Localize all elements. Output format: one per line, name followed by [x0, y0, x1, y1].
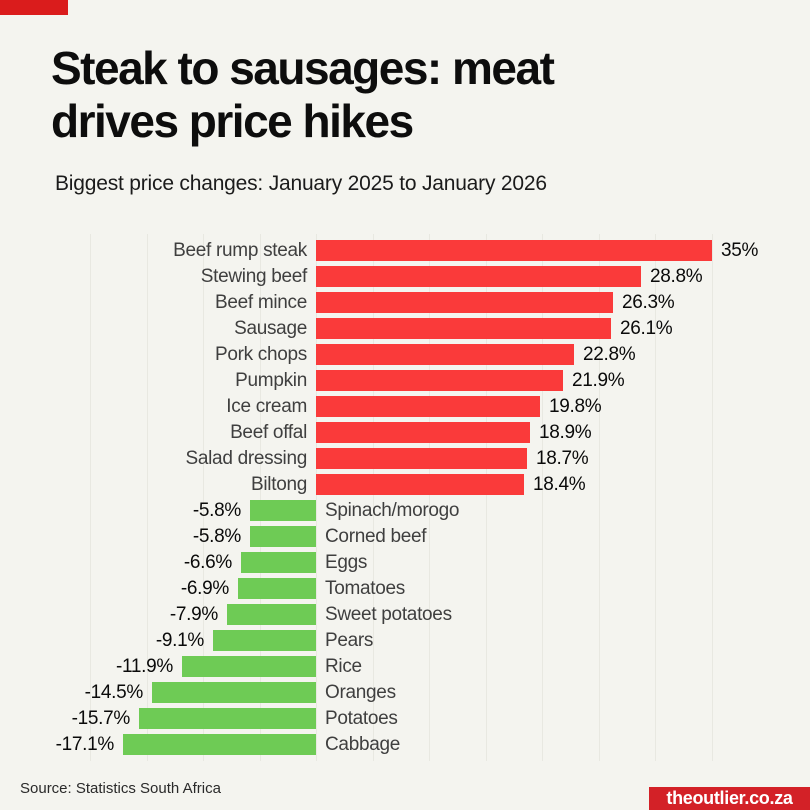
page-title-line2: drives price hikes	[51, 95, 414, 147]
category-label: Tomatoes	[325, 578, 405, 599]
category-label: Cabbage	[325, 734, 401, 755]
value-label: 18.7%	[536, 448, 589, 469]
bar	[238, 578, 316, 599]
gridline	[712, 234, 713, 761]
category-label: Pumpkin	[235, 370, 307, 391]
category-label: Ice cream	[226, 396, 307, 417]
value-label: 19.8%	[549, 396, 602, 417]
value-label: 22.8%	[583, 344, 636, 365]
category-label: Pears	[325, 630, 374, 651]
bar	[241, 552, 316, 573]
gridline	[147, 234, 148, 761]
gridline	[599, 234, 600, 761]
value-label: -5.8%	[192, 526, 241, 547]
value-label: 35%	[721, 240, 759, 261]
value-label: 18.4%	[533, 474, 586, 495]
category-label: Corned beef	[325, 526, 427, 547]
category-label: Eggs	[325, 552, 368, 573]
value-label: -5.8%	[192, 500, 241, 521]
category-label: Salad dressing	[185, 448, 308, 469]
value-label: -9.1%	[155, 630, 204, 651]
gridline	[486, 234, 487, 761]
bar	[316, 396, 540, 417]
gridline	[655, 234, 656, 761]
brand-badge[interactable]: theoutlier.co.za	[649, 787, 810, 810]
value-label: 21.9%	[572, 370, 625, 391]
bar	[316, 370, 563, 391]
bar	[250, 526, 316, 547]
category-label: Rice	[325, 656, 362, 677]
bar	[316, 448, 527, 469]
badge-label: theoutlier.co.za	[666, 788, 793, 808]
gridline	[316, 234, 317, 761]
value-label: 28.8%	[650, 266, 703, 287]
bar	[316, 318, 611, 339]
gridline	[373, 234, 374, 761]
gridline	[90, 234, 91, 761]
bar	[316, 344, 574, 365]
brand-flag	[0, 0, 68, 15]
value-label: -11.9%	[116, 656, 173, 677]
category-label: Pork chops	[214, 344, 307, 365]
category-label: Sausage	[234, 318, 307, 339]
bar	[316, 474, 524, 495]
bar	[152, 682, 316, 703]
value-label: -17.1%	[55, 734, 115, 755]
gridline	[260, 234, 261, 761]
bar	[139, 708, 316, 729]
gridline	[429, 234, 430, 761]
bar	[316, 266, 641, 287]
bar	[123, 734, 316, 755]
category-label: Stewing beef	[200, 266, 308, 287]
bar	[316, 292, 613, 313]
page-title: Steak to sausages: meat drives price hike…	[51, 42, 555, 148]
value-label: -6.6%	[183, 552, 232, 573]
chart-subtitle: Biggest price changes: January 2025 to J…	[55, 172, 547, 195]
bar	[182, 656, 316, 677]
source-note: Source: Statistics South Africa	[20, 780, 221, 797]
value-label: 26.3%	[622, 292, 675, 313]
category-label: Spinach/morogo	[325, 500, 460, 521]
category-label: Sweet potatoes	[325, 604, 452, 625]
category-label: Biltong	[251, 474, 307, 495]
category-label: Beef rump steak	[173, 240, 307, 261]
bar	[316, 422, 530, 443]
value-label: -15.7%	[71, 708, 131, 729]
bar	[250, 500, 316, 521]
bar	[213, 630, 316, 651]
value-label: 18.9%	[539, 422, 592, 443]
value-label: 26.1%	[620, 318, 673, 339]
category-label: Beef mince	[214, 292, 307, 313]
value-label: -6.9%	[180, 578, 229, 599]
category-label: Potatoes	[325, 708, 398, 729]
value-label: -7.9%	[169, 604, 218, 625]
value-label: -14.5%	[84, 682, 144, 703]
bar	[316, 240, 712, 261]
bar	[227, 604, 316, 625]
category-label: Beef offal	[230, 422, 307, 443]
category-label: Oranges	[325, 682, 396, 703]
page-title-line1: Steak to sausages: meat	[51, 42, 555, 94]
gridline	[542, 234, 543, 761]
gridline	[203, 234, 204, 761]
